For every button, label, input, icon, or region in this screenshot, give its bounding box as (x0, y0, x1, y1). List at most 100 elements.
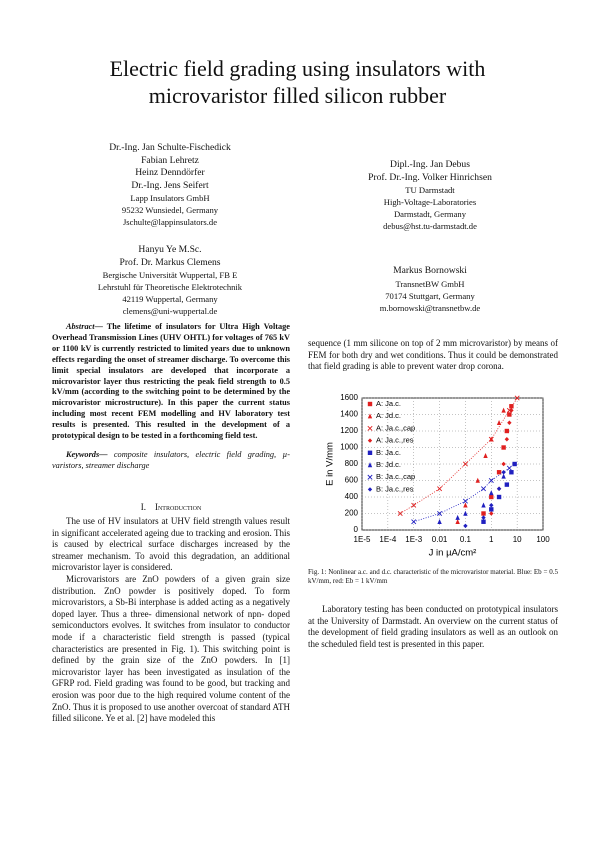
legend-label: A: Ja.c.,res (376, 436, 414, 445)
legend-label: A: Jd.c. (376, 411, 401, 420)
affiliation-line: High-Voltage-Laboratories (383, 197, 477, 208)
legend-label: B: Ja.c.,cap (376, 472, 415, 481)
data-point (488, 477, 494, 484)
data-point (475, 477, 480, 483)
legend-marker (367, 487, 373, 492)
data-point (507, 412, 512, 417)
data-point (501, 473, 506, 479)
data-point (455, 514, 460, 520)
data-point (463, 502, 468, 508)
data-point (489, 494, 494, 500)
x-tick-label: 10 (513, 535, 522, 544)
data-point (509, 404, 514, 409)
data-point (489, 490, 494, 496)
data-point (462, 498, 468, 504)
affiliation-line: 42119 Wuppertal, Germany (122, 294, 218, 305)
y-tick-label: 600 (345, 476, 359, 485)
paragraph: Microvaristors are ZnO powders of a give… (52, 574, 290, 724)
data-point (488, 436, 494, 442)
data-point (437, 486, 443, 492)
data-point (481, 502, 486, 508)
affiliation-line: Darmstadt, Germany (393, 209, 467, 220)
affiliation-line: 70174 Stuttgart, Germany (385, 290, 475, 301)
author-name: Dr.-Ing. Jens Seifert (131, 179, 209, 191)
section-heading: I. Introduction (52, 502, 290, 512)
affiliation-line: TransnetBW GmbH (395, 278, 465, 289)
data-point (501, 461, 506, 467)
paragraph: The use of HV insulators at UHV field st… (52, 516, 290, 573)
data-point (496, 470, 502, 475)
data-point (509, 470, 514, 475)
data-point (483, 453, 488, 458)
y-tick-label: 800 (345, 459, 359, 468)
legend-label: B: Ja.c.,res (376, 484, 414, 493)
affiliation-line: 95232 Wunsiedel, Germany (121, 205, 219, 216)
author-name: Dipl.-Ing. Jan Debus (390, 159, 470, 170)
data-point (514, 395, 520, 401)
abstract-label: Abstract— (66, 322, 103, 331)
title-line: microvaristor filled silicon rubber (148, 83, 447, 108)
affiliation-line: Lehrstuhl für Theoretische Elektrotechni… (97, 282, 243, 293)
author-name: Fabian Lehretz (141, 154, 199, 166)
x-tick-label: 0.1 (460, 535, 472, 544)
keywords-text: composite insulators, electric field gra… (52, 450, 291, 470)
paragraph: Laboratory testing has been conducted on… (308, 604, 558, 649)
chart: 0 200 400 600 800 1000 1200 1400 1600 1E-5 1E-4 1E-… (325, 393, 551, 558)
data-point (496, 486, 502, 491)
data-point (489, 507, 494, 512)
y-tick-label: 400 (345, 492, 359, 501)
author-block: Hanyu Ye M.Sc. Prof. Dr. Markus Clemens Be… (40, 244, 300, 317)
y-tick-label: 0 (354, 525, 359, 534)
data-point (506, 465, 512, 471)
data-point (463, 523, 468, 529)
author-block: Dipl.-Ing. Jan Debus Prof. Dr.-Ing. Volke… (300, 159, 560, 232)
keywords-label: Keywords— (66, 450, 108, 459)
legend-marker (367, 425, 373, 431)
y-tick-label: 200 (345, 509, 359, 518)
author-name: Hanyu Ye M.Sc. (138, 244, 202, 255)
data-point (496, 420, 502, 425)
y-axis-label: E in V/mm (325, 442, 336, 486)
section-number: I. (140, 502, 146, 512)
x-tick-label: 1E-5 (354, 535, 371, 544)
data-point (462, 461, 468, 467)
data-point (489, 511, 494, 516)
data-point (481, 519, 486, 524)
y-tick-label: 1000 (340, 443, 358, 452)
data-point (437, 519, 442, 524)
affiliation-line: debus@hst.tu-darmstadt.de (383, 221, 477, 232)
author-block: Markus Bornowski TransnetBW GmbH 70174 Stu… (300, 265, 560, 314)
author-name: Markus Bornowski (393, 265, 467, 276)
author-name: Dr.-Ing. Jan Schulte-Fischedick (109, 142, 231, 153)
legend-label: A: Ja.c.,cap (376, 423, 415, 432)
keywords: Keywords— composite insulators, electric… (52, 450, 290, 472)
legend-marker (367, 401, 373, 407)
series-line (413, 467, 510, 523)
x-tick-label: 100 (536, 535, 550, 544)
data-point (501, 407, 506, 413)
x-tick-label: 1E-4 (379, 535, 396, 544)
data-point (501, 445, 506, 450)
affiliation-line: TU Darmstadt (405, 185, 455, 196)
data-point (496, 494, 502, 500)
affiliation-line: Jschulte@lappinsulators.de (122, 217, 218, 228)
paragraph: sequence (1 mm silicone on top of 2 mm m… (308, 338, 558, 372)
legend-label: B: Ja.c. (376, 448, 401, 457)
x-tick-label: 1E-3 (405, 535, 422, 544)
data-point (397, 510, 403, 517)
data-point (455, 519, 460, 524)
author-block: Dr.-Ing. Jan Schulte-Fischedick Fabian Le… (40, 142, 300, 228)
legend-label: B: Jd.c. (376, 460, 401, 469)
y-tick-label: 1200 (340, 426, 358, 435)
x-tick-label: 1 (489, 535, 494, 544)
data-point (411, 519, 417, 525)
affiliation-line: clemens@uni-wuppertal.de (122, 306, 218, 317)
data-point (504, 437, 510, 442)
data-point (501, 470, 506, 475)
figure-caption: Fig. 1: Nonlinear a.c. and d.c. characte… (308, 568, 558, 585)
author-name: Prof. Dr. Markus Clemens (119, 256, 221, 268)
data-point (481, 515, 486, 520)
data-point (507, 420, 512, 425)
data-point (509, 408, 514, 413)
data-point (463, 510, 468, 516)
